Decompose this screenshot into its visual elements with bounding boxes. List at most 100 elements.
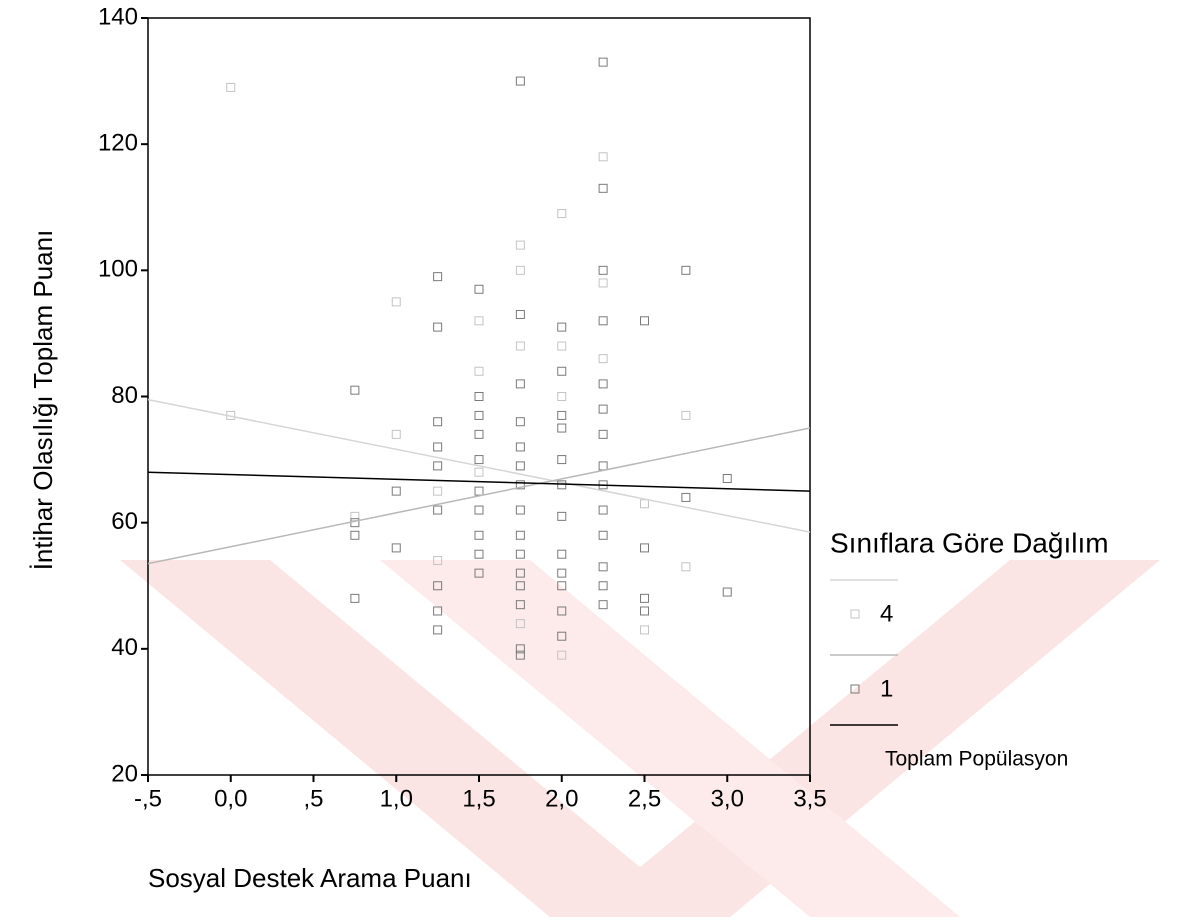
point	[681, 562, 691, 572]
point	[515, 442, 525, 452]
point	[474, 568, 484, 578]
point	[598, 530, 608, 540]
y-tick-label: 60	[111, 508, 138, 535]
point	[474, 284, 484, 294]
point	[598, 183, 608, 193]
point	[598, 57, 608, 67]
point	[433, 556, 443, 566]
x-tick-label: 1,0	[380, 785, 413, 812]
point	[598, 379, 608, 389]
watermark-stroke	[380, 560, 960, 917]
point	[515, 644, 525, 654]
point	[474, 410, 484, 420]
point	[640, 606, 649, 616]
point	[557, 606, 567, 616]
y-tick-label: 120	[98, 130, 138, 157]
point	[391, 543, 401, 553]
point	[515, 240, 525, 250]
point	[598, 316, 608, 326]
point	[474, 316, 484, 326]
point	[598, 265, 608, 275]
x-tick-label: 0,0	[214, 785, 247, 812]
point	[515, 549, 525, 559]
point	[474, 530, 484, 540]
point	[598, 278, 608, 288]
point	[515, 309, 525, 319]
legend-title: Sınıflara Göre Dağılım	[830, 527, 1109, 558]
x-axis-label: Sosyal Destek Arama Puanı	[148, 863, 472, 893]
point	[433, 486, 443, 496]
point	[350, 593, 360, 603]
point	[391, 429, 401, 439]
point	[433, 461, 443, 471]
point	[433, 322, 443, 332]
point	[515, 461, 525, 471]
point	[598, 600, 608, 610]
point	[515, 480, 525, 490]
y-tick-label: 20	[111, 760, 138, 787]
point	[557, 366, 567, 376]
point	[557, 410, 567, 420]
point	[640, 625, 649, 635]
point	[474, 429, 484, 439]
point	[557, 209, 567, 219]
point	[474, 366, 484, 376]
point	[474, 392, 484, 401]
point	[474, 549, 484, 559]
point	[722, 587, 732, 597]
point	[433, 442, 443, 452]
point	[515, 379, 525, 389]
point	[681, 492, 691, 502]
point	[391, 297, 401, 307]
x-tick-label: 2,0	[545, 785, 578, 812]
x-tick-label: 3,0	[711, 785, 744, 812]
x-tick-label: 2,5	[628, 785, 661, 812]
point	[681, 265, 691, 275]
y-tick-label: 80	[111, 382, 138, 409]
y-tick-label: 140	[98, 3, 138, 30]
point	[640, 499, 649, 509]
point	[598, 404, 608, 414]
fit-line	[147, 398, 811, 533]
point	[557, 549, 567, 559]
legend-marker	[850, 684, 860, 694]
x-tick-label: 1,5	[462, 785, 495, 812]
point	[722, 474, 732, 484]
point	[515, 581, 525, 591]
point	[557, 322, 567, 332]
point	[557, 511, 567, 521]
point	[474, 505, 484, 515]
point	[474, 467, 484, 477]
point	[474, 486, 484, 496]
point	[433, 505, 443, 515]
point	[515, 568, 525, 578]
point	[640, 543, 649, 553]
point	[598, 562, 608, 572]
point	[557, 341, 567, 351]
fit-line	[147, 471, 811, 492]
point	[598, 354, 608, 364]
fit-line	[147, 427, 811, 565]
point	[515, 76, 525, 86]
point	[474, 455, 484, 465]
legend-marker	[850, 609, 860, 619]
x-tick-label: -,5	[134, 785, 162, 812]
point	[515, 265, 525, 275]
point	[350, 530, 360, 540]
point	[557, 568, 567, 578]
point	[391, 486, 401, 496]
watermark-stroke	[120, 560, 700, 917]
point	[226, 82, 236, 92]
point	[433, 625, 443, 635]
point	[433, 606, 443, 616]
point	[350, 511, 360, 521]
point	[515, 341, 525, 351]
point	[598, 581, 608, 591]
x-tick-label: 3,5	[793, 785, 826, 812]
y-tick-label: 100	[98, 256, 138, 283]
point	[598, 461, 608, 471]
point	[557, 631, 567, 641]
point	[350, 385, 360, 395]
point	[515, 505, 525, 515]
